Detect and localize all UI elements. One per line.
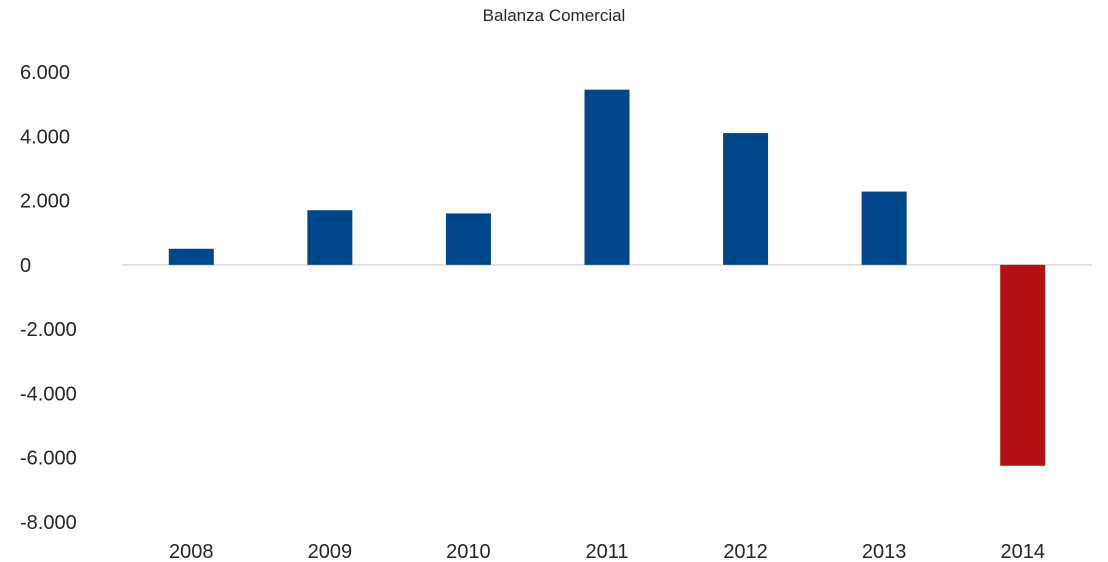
bar-2013 bbox=[861, 191, 907, 265]
x-tick-label: 2010 bbox=[446, 541, 491, 562]
bar-2014 bbox=[1000, 264, 1046, 466]
y-tick-label: 2.000 bbox=[20, 191, 70, 213]
x-tick-label: 2011 bbox=[585, 541, 628, 562]
y-tick-label: -8.000 bbox=[20, 512, 77, 534]
y-tick-label: -2.000 bbox=[20, 319, 77, 341]
x-tick-label: 2012 bbox=[723, 541, 768, 562]
bars bbox=[168, 89, 1046, 466]
x-tick-label: 2014 bbox=[1000, 541, 1045, 562]
bar-2008 bbox=[168, 248, 214, 265]
y-tick-label: -4.000 bbox=[20, 383, 77, 405]
x-tick-label: 2008 bbox=[169, 541, 214, 562]
y-tick-label: -6.000 bbox=[20, 448, 77, 470]
x-tick-label: 2009 bbox=[308, 541, 353, 562]
y-tick-label: 4.000 bbox=[20, 126, 70, 148]
bar-2012 bbox=[723, 133, 769, 265]
y-tick-label: 6.000 bbox=[20, 62, 70, 84]
x-axis-labels: 2008 2009 2010 2011 2012 2013 2014 bbox=[169, 541, 1045, 562]
y-tick-label: 0 bbox=[20, 255, 31, 277]
bar-2009 bbox=[307, 210, 353, 265]
bar-2010 bbox=[445, 213, 491, 265]
bar-2011 bbox=[584, 89, 630, 265]
chart-title: Balanza Comercial bbox=[482, 6, 626, 25]
y-axis-ticks: 6.000 4.000 2.000 0 -2.000 -4.000 -6.000 -8.000 bbox=[20, 62, 77, 534]
x-tick-label: 2013 bbox=[862, 541, 907, 562]
